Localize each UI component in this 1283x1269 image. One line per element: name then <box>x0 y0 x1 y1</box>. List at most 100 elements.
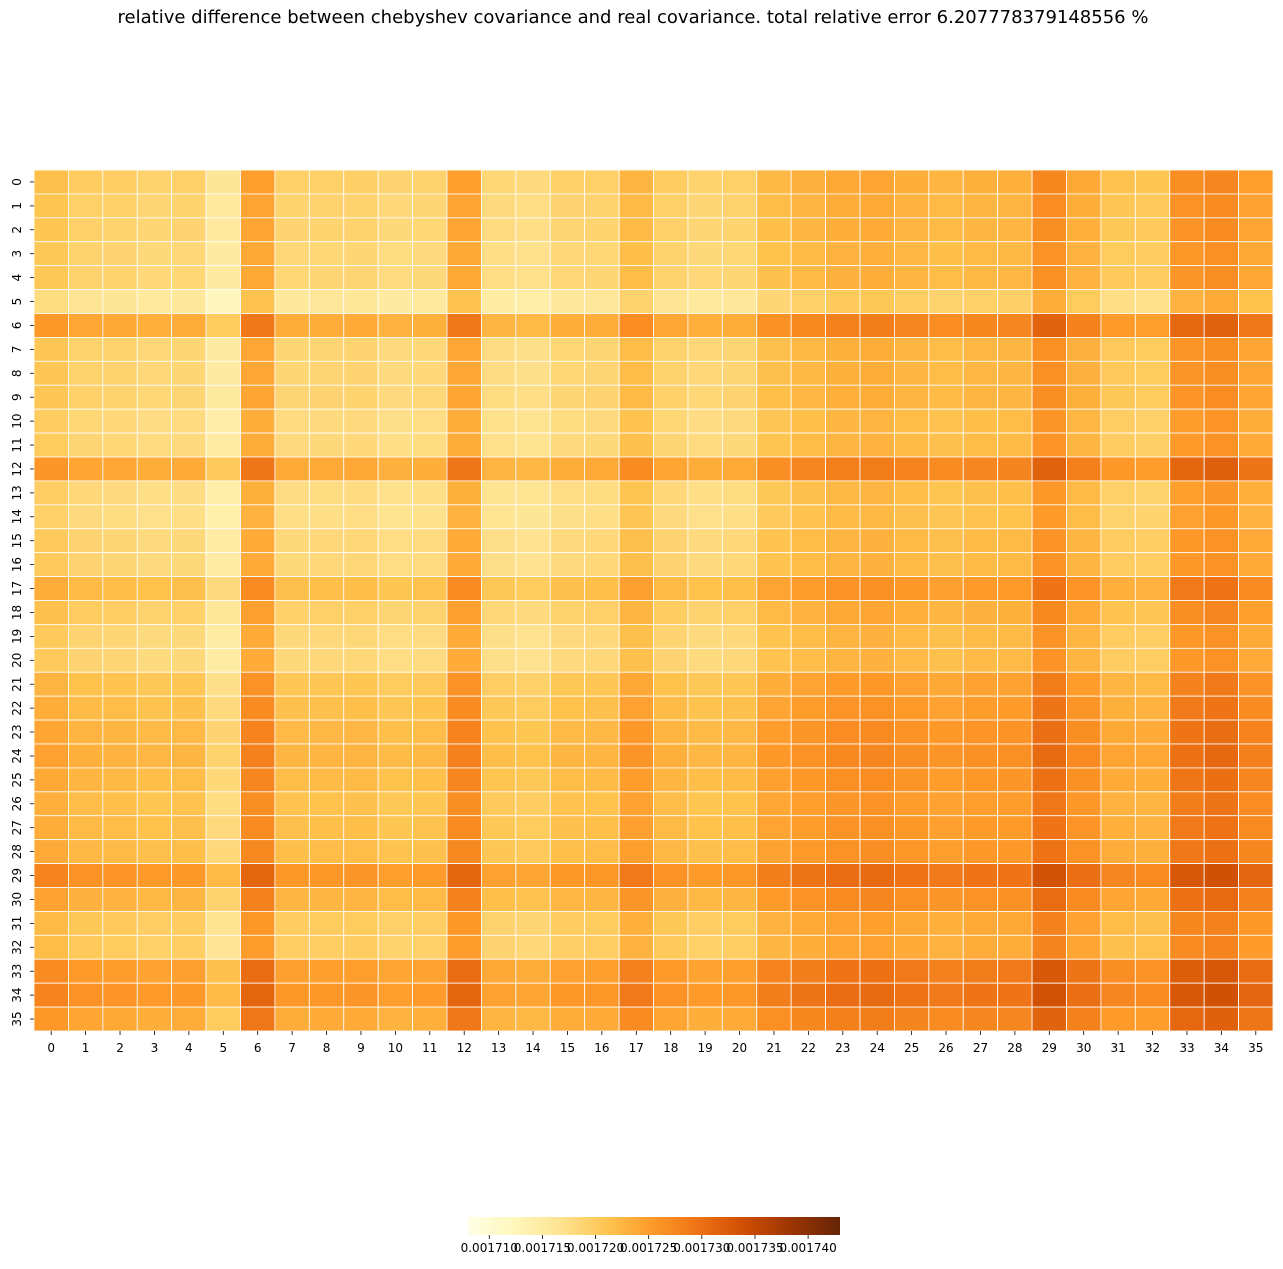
heatmap-cell <box>1203 671 1239 697</box>
heatmap-cell <box>1100 695 1136 721</box>
heatmap-cell <box>618 719 654 745</box>
heatmap-cell <box>68 791 104 817</box>
heatmap-cell <box>1169 241 1205 267</box>
heatmap-cell <box>1238 528 1274 554</box>
heatmap-cell <box>790 719 826 745</box>
heatmap-cell <box>1066 432 1102 458</box>
heatmap-cell <box>721 791 758 817</box>
heatmap-cell <box>33 193 69 219</box>
heatmap-cell <box>171 934 207 960</box>
heatmap-cell <box>68 647 104 673</box>
heatmap-cell <box>687 384 723 410</box>
heatmap-cell <box>1169 552 1205 577</box>
heatmap-cell <box>687 193 723 219</box>
heatmap-cell <box>1238 193 1274 219</box>
heatmap-cell <box>171 1006 207 1032</box>
heatmap-cell <box>825 647 861 673</box>
heatmap-cell <box>825 600 861 625</box>
colorbar-tick-label: 0.001730 <box>673 1241 730 1255</box>
heatmap-cell <box>1100 504 1136 530</box>
heatmap-cell <box>790 432 826 458</box>
heatmap-cell <box>1169 576 1205 601</box>
heatmap-cell <box>825 815 861 841</box>
heatmap-cell <box>1169 313 1205 338</box>
x-tick-label: 32 <box>1145 1041 1160 1055</box>
heatmap-cell <box>412 647 448 673</box>
heatmap-cell <box>481 193 517 219</box>
heatmap-cell <box>859 1006 895 1032</box>
heatmap-cell <box>928 934 964 960</box>
heatmap-cell <box>481 313 517 338</box>
heatmap-cell <box>618 600 654 625</box>
heatmap-cell <box>308 504 345 530</box>
heatmap-cell <box>205 982 241 1008</box>
heatmap-cell <box>721 671 758 697</box>
heatmap-cell <box>1066 528 1102 554</box>
heatmap-cell <box>68 624 104 649</box>
heatmap-cell <box>481 791 517 817</box>
heatmap-cell <box>859 839 895 864</box>
y-tick-label: 3 <box>10 250 24 258</box>
heatmap-cell <box>308 432 345 458</box>
heatmap-cell <box>549 456 586 482</box>
heatmap-cell <box>790 647 826 673</box>
heatmap-cell <box>687 337 723 362</box>
heatmap-cell <box>515 360 551 386</box>
heatmap-cell <box>412 289 448 314</box>
heatmap-cell <box>240 169 276 195</box>
heatmap-cell <box>515 743 551 769</box>
heatmap-cell <box>825 480 861 506</box>
heatmap-cell <box>171 647 207 673</box>
heatmap-cell <box>687 313 723 338</box>
heatmap-cell <box>1203 456 1239 482</box>
heatmap-cell <box>68 408 104 434</box>
heatmap-cell <box>515 600 551 625</box>
heatmap-cell <box>825 767 861 793</box>
heatmap-cell <box>33 480 69 506</box>
heatmap-cell <box>584 552 620 577</box>
heatmap-cell <box>412 480 448 506</box>
heatmap-cell <box>790 767 826 793</box>
x-tick-label: 2 <box>116 1041 124 1055</box>
heatmap-cell <box>171 265 207 290</box>
heatmap-cell <box>308 600 345 625</box>
heatmap-cell <box>1134 743 1171 769</box>
heatmap-cell <box>859 958 895 984</box>
heatmap-cell <box>33 743 69 769</box>
heatmap-cell <box>653 695 689 721</box>
heatmap-cell <box>68 1006 104 1032</box>
heatmap-cell <box>446 624 482 649</box>
heatmap-cell <box>102 695 138 721</box>
heatmap-cell <box>33 863 69 888</box>
heatmap-cell <box>687 887 723 912</box>
heatmap-cell <box>894 528 930 554</box>
heatmap-cell <box>481 504 517 530</box>
heatmap-cell <box>68 480 104 506</box>
heatmap-cell <box>377 408 413 434</box>
heatmap-cell <box>997 265 1033 290</box>
heatmap-cell <box>928 863 964 888</box>
heatmap-cell <box>171 958 207 984</box>
heatmap-cell <box>481 289 517 314</box>
heatmap-cell <box>343 432 379 458</box>
y-tick-label: 2 <box>10 226 24 234</box>
heatmap-cell <box>33 1006 69 1032</box>
heatmap-cell <box>1066 217 1102 243</box>
heatmap-cell <box>962 647 999 673</box>
heatmap-cell <box>825 265 861 290</box>
heatmap-cell <box>171 719 207 745</box>
heatmap-cell <box>481 552 517 577</box>
heatmap-cell <box>171 360 207 386</box>
heatmap-cell <box>102 265 138 290</box>
heatmap-cell <box>1066 647 1102 673</box>
heatmap-cell <box>584 528 620 554</box>
heatmap-cell <box>1169 289 1205 314</box>
heatmap-cell <box>446 384 482 410</box>
heatmap-cell <box>756 791 792 817</box>
heatmap-cell <box>377 934 413 960</box>
heatmap-cell <box>377 624 413 649</box>
heatmap-cell <box>653 169 689 195</box>
heatmap-cell <box>756 743 792 769</box>
heatmap-cell <box>721 552 758 577</box>
heatmap-cell <box>1100 576 1136 601</box>
